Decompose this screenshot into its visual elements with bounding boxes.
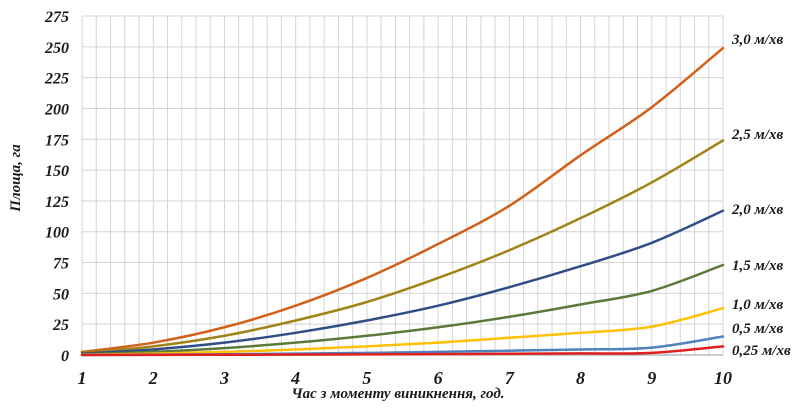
series-label-6: 0,5 м/хв — [732, 321, 783, 337]
chart-grid — [81, 15, 724, 356]
x-tick-label: 10 — [714, 368, 732, 388]
series-label-4: 1,5 м/хв — [732, 258, 783, 274]
y-tick-label: 75 — [53, 256, 69, 273]
y-tick-label: 125 — [45, 194, 69, 211]
y-tick-label: 275 — [44, 9, 69, 26]
x-tick-label: 2 — [148, 368, 158, 388]
series-line-7 — [80, 345, 725, 357]
y-tick-label: 25 — [52, 317, 69, 334]
series-label-5: 1,0 м/хв — [732, 297, 783, 313]
x-tick-label: 6 — [434, 368, 443, 388]
series-line-2 — [80, 139, 725, 355]
y-tick-label: 0 — [61, 348, 69, 365]
y-tick-label: 150 — [45, 163, 69, 180]
x-axis-title: Час з моменту виникнення, год. — [291, 386, 504, 402]
series-line-1 — [80, 46, 725, 354]
series-label-7: 0,25 м/хв — [732, 343, 791, 359]
y-tick-label: 175 — [45, 132, 69, 149]
x-tick-label: 3 — [219, 368, 229, 388]
x-tick-label: 8 — [576, 368, 585, 388]
x-tick-label: 1 — [78, 368, 87, 388]
x-tick-labels: 1 2 3 4 5 6 7 8 9 10 — [78, 368, 733, 388]
x-tick-label: 9 — [647, 368, 656, 388]
series-line-4 — [80, 263, 725, 356]
y-tick-label: 100 — [45, 225, 69, 242]
y-tick-label: 200 — [44, 101, 69, 118]
x-tick-label: 4 — [290, 368, 300, 388]
y-tick-labels: 0 25 50 75 100 125 150 175 200 225 250 275 — [44, 9, 69, 365]
series-labels: 3,0 м/хв 2,5 м/хв 2,0 м/хв 1,5 м/хв 1,0 м/хв… — [731, 32, 791, 359]
series-line-5 — [80, 306, 725, 356]
y-tick-label: 225 — [44, 71, 69, 88]
y-tick-label: 50 — [53, 286, 69, 303]
series-label-3: 2,0 м/хв — [731, 202, 783, 218]
y-axis-title: Площа, га — [8, 144, 24, 213]
x-tick-label: 5 — [362, 368, 371, 388]
series-line-3 — [80, 209, 725, 355]
series-label-1: 3,0 м/хв — [731, 32, 783, 48]
x-tick-label: 7 — [505, 368, 515, 388]
y-tick-label: 250 — [44, 40, 69, 57]
chart-series-lines — [80, 46, 725, 357]
series-label-2: 2,5 м/хв — [731, 127, 783, 143]
